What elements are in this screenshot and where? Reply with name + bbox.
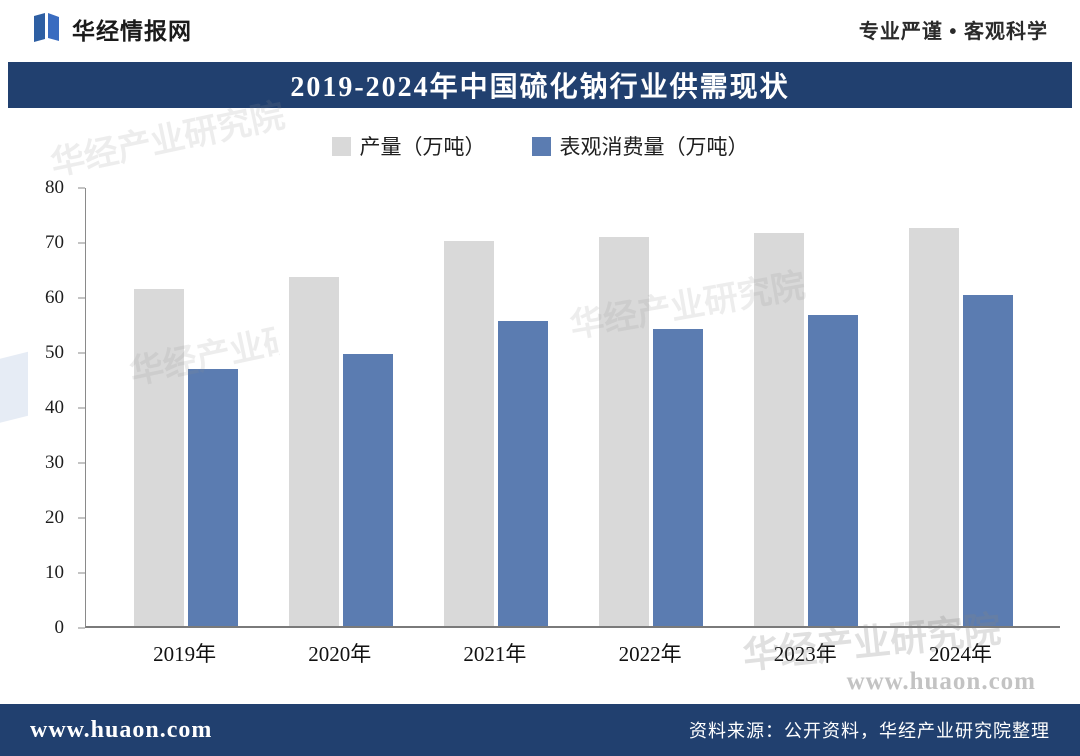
y-axis-tick-mark — [78, 407, 85, 409]
bar — [443, 240, 494, 626]
bar — [807, 315, 858, 626]
watermark-site: www.huaon.com — [846, 668, 1036, 695]
legend-item: 表观消费量（万吨） — [531, 131, 749, 161]
legend-label: 产量（万吨） — [359, 135, 486, 159]
brand: 华经情报网 — [32, 12, 192, 47]
bar — [288, 276, 339, 626]
bar — [187, 368, 238, 626]
y-axis-tick-label: 10 — [45, 562, 64, 583]
y-axis-tick-mark — [78, 352, 85, 354]
x-axis-label: 2019年 — [153, 642, 217, 666]
y-axis-tick-mark — [78, 462, 85, 464]
bar — [497, 320, 548, 626]
y-axis-tick-mark — [78, 187, 85, 189]
brand-name: 华经情报网 — [72, 18, 192, 44]
bar-group — [883, 188, 1038, 626]
y-axis-tick-label: 60 — [45, 287, 64, 308]
bar-group — [728, 188, 883, 626]
header: 华经情报网 专业严谨 • 客观科学 — [0, 0, 1080, 58]
chart-legend: 产量（万吨） 表观消费量（万吨） — [0, 130, 1080, 162]
y-axis-labels: 0 10 20 30 40 50 60 70 80 — [0, 177, 85, 638]
y-axis-tick-mark — [78, 572, 85, 574]
title-banner: 2019-2024年中国硫化钠行业供需现状 — [8, 62, 1072, 108]
bar — [598, 236, 649, 626]
bar — [652, 329, 703, 626]
bar-group — [418, 188, 573, 626]
x-axis-label: 2023年 — [773, 642, 837, 666]
x-axis-label: 2022年 — [618, 642, 682, 666]
watermark-logo — [0, 351, 28, 425]
y-axis-tick-mark — [78, 627, 85, 629]
x-axis-labels: 2019年 2020年 2021年 2022年 2023年 2024年 — [85, 638, 1060, 668]
header-tagline: 专业严谨 • 客观科学 — [858, 20, 1048, 43]
bar — [342, 354, 393, 626]
chart-title: 2019-2024年中国硫化钠行业供需现状 — [290, 72, 790, 103]
legend-swatch — [531, 136, 551, 156]
footer-site: www.huaon.com — [30, 716, 213, 743]
bar-group — [573, 188, 728, 626]
y-axis-tick-label: 0 — [54, 617, 65, 638]
y-axis-tick-mark — [78, 297, 85, 299]
y-axis-tick-label: 20 — [45, 507, 64, 528]
bar — [962, 294, 1013, 626]
legend-swatch — [331, 136, 351, 156]
legend-item: 产量（万吨） — [331, 131, 486, 161]
footer: www.huaon.com 资料来源：公开资料，华经产业研究院整理 — [0, 704, 1080, 756]
y-axis-tick-label: 70 — [45, 232, 64, 253]
bar — [133, 288, 184, 626]
bar-group — [263, 188, 418, 626]
x-axis-label: 2021年 — [463, 642, 527, 666]
y-axis-tick-mark — [78, 517, 85, 519]
bar-chart: 0 10 20 30 40 50 60 70 80 2019年 2020年 2021年 2022年 20… — [0, 177, 1080, 666]
huajing-logo-icon — [32, 12, 62, 47]
bar — [753, 232, 804, 626]
footer-source: 资料来源：公开资料，华经产业研究院整理 — [689, 721, 1050, 741]
y-axis-tick-label: 30 — [45, 452, 64, 473]
x-axis-label: 2024年 — [928, 642, 992, 666]
x-axis-label: 2020年 — [308, 642, 372, 666]
y-axis-tick-mark — [78, 242, 85, 244]
y-axis-tick-label: 50 — [45, 342, 64, 363]
y-axis-tick-label: 40 — [45, 397, 64, 418]
y-axis-tick-label: 80 — [45, 177, 64, 198]
plot-area — [85, 188, 1060, 628]
bar-group — [108, 188, 263, 626]
legend-label: 表观消费量（万吨） — [559, 135, 749, 159]
bar — [908, 227, 959, 626]
